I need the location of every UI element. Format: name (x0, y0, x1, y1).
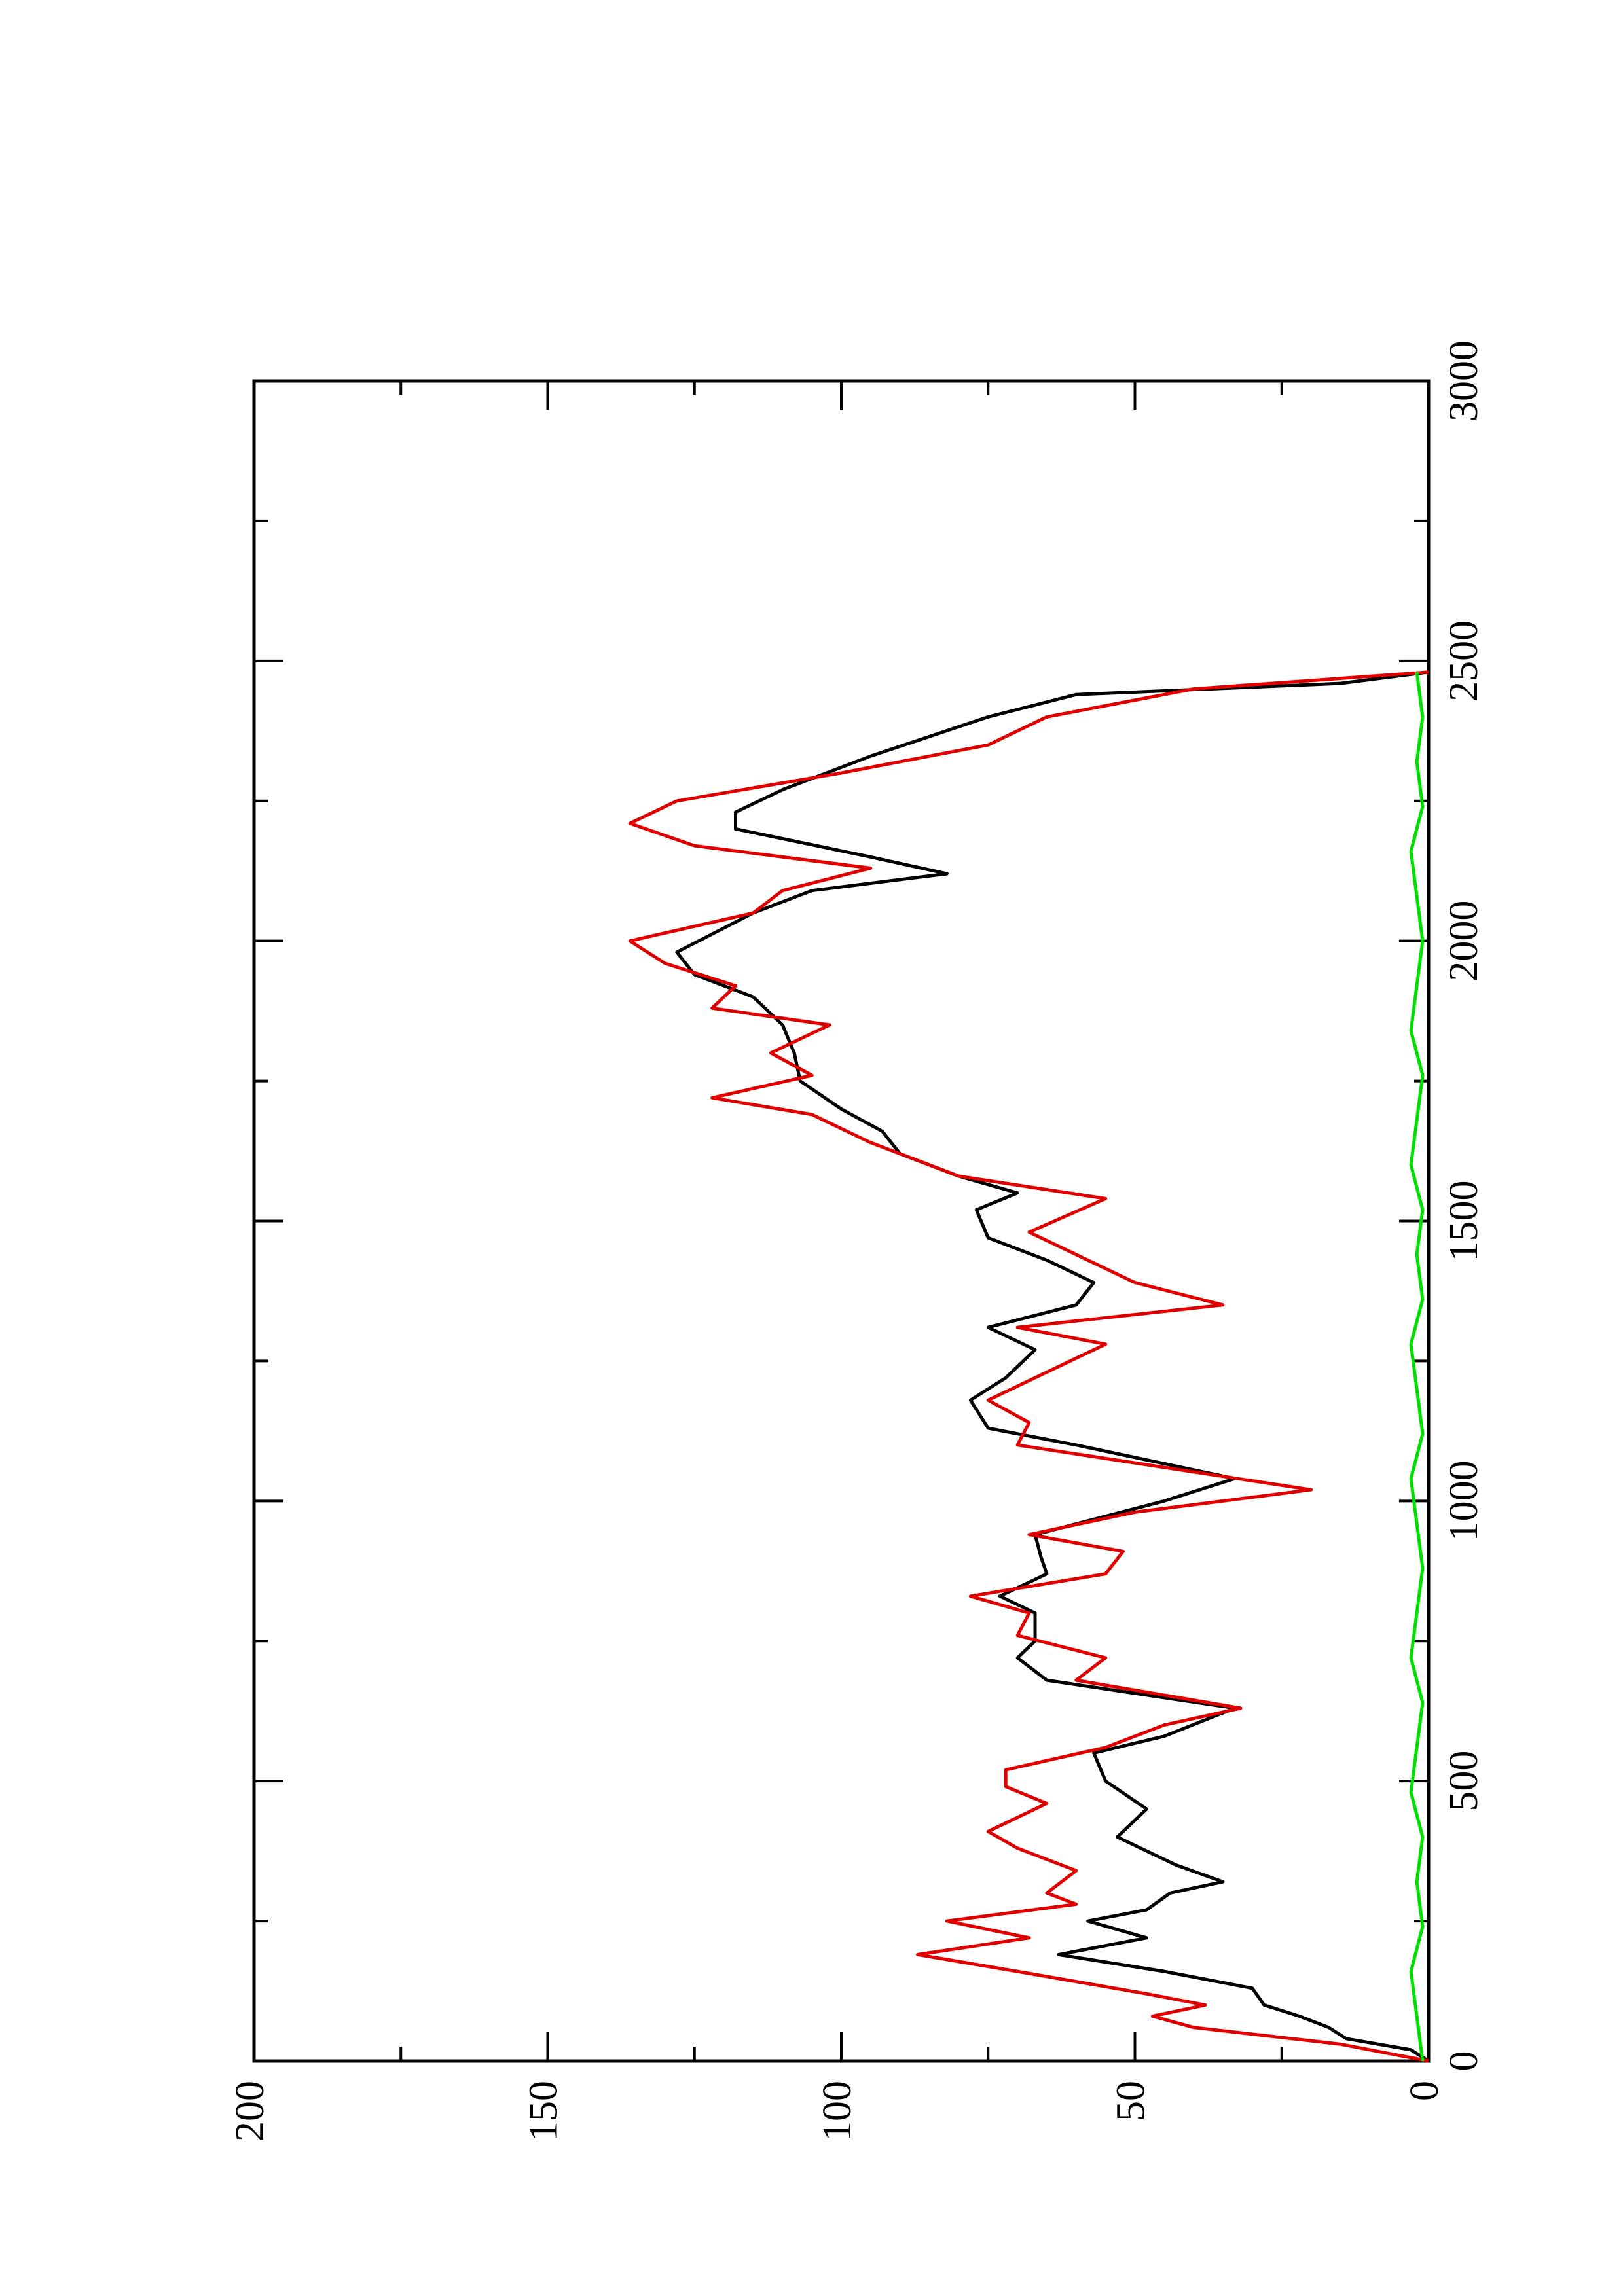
x-tick-label: 2000 (1442, 901, 1486, 982)
plot-frame (252, 379, 1431, 2063)
x-tick-label: 1500 (1442, 1181, 1486, 1262)
series-line (628, 670, 1429, 2063)
x-tick-label: 2500 (1442, 620, 1486, 702)
x-tick-label: 1000 (1442, 1460, 1486, 1541)
series-line (675, 670, 1430, 2063)
x-tick-label: 500 (1442, 1751, 1486, 1812)
y-tick-label: 150 (522, 2081, 566, 2142)
y-tick-label: 100 (815, 2081, 860, 2142)
y-tick-label: 200 (228, 2081, 272, 2142)
x-tick-label: 3000 (1442, 340, 1486, 422)
y-tick-label: 50 (1109, 2081, 1154, 2121)
series-line (1409, 672, 1425, 2062)
y-tick-label: 0 (1402, 2081, 1447, 2101)
x-tick-label: 0 (1442, 2051, 1486, 2072)
